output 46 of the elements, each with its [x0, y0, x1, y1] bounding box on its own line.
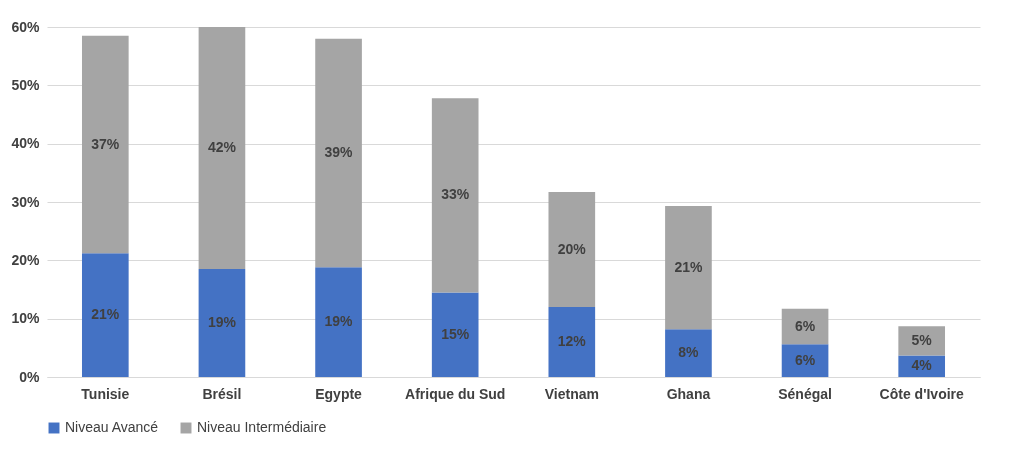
bar [431, 98, 479, 293]
bar [198, 27, 246, 270]
x-tick-label: Vietnam [544, 385, 599, 402]
data-label: 19% [324, 313, 354, 330]
data-label: 12% [557, 333, 587, 349]
y-tick-label: 50% [11, 76, 41, 93]
y-tick-label: 10% [11, 310, 41, 327]
bar [198, 269, 246, 377]
x-tick-label: Ghana [666, 385, 711, 402]
y-tick-label: 60% [11, 18, 41, 35]
data-label: 19% [207, 314, 237, 331]
bar [548, 307, 596, 377]
x-tick-label: Côte d'Ivoire [879, 385, 965, 402]
legend-label: Niveau Avancé [65, 419, 159, 435]
y-tick-label: 40% [11, 135, 41, 152]
data-label: 39% [324, 144, 354, 160]
bar [81, 253, 129, 377]
y-tick-label: 30% [11, 193, 41, 210]
bar [315, 38, 362, 268]
data-label: 42% [207, 139, 237, 156]
x-tick-label: Brésil [202, 385, 242, 402]
data-label: 8% [678, 344, 700, 361]
data-label: 6% [794, 317, 816, 334]
data-label: 4% [911, 357, 933, 374]
x-tick-label: Egypte [315, 385, 363, 402]
bar [81, 35, 129, 254]
data-label: 33% [441, 186, 470, 203]
bar [431, 292, 479, 377]
y-tick-label: 0% [19, 368, 41, 385]
bar [548, 192, 596, 307]
x-tick-label: Afrique du Sud [405, 385, 506, 402]
legend-label: Niveau Intermédiaire [197, 419, 327, 435]
y-tick-label: 20% [11, 251, 41, 268]
data-label: 15% [441, 325, 470, 342]
x-tick-label: Tunisie [81, 385, 130, 402]
x-tick-label: Sénégal [778, 385, 832, 402]
bar [781, 344, 829, 377]
bar [665, 329, 712, 377]
data-label: 21% [674, 258, 703, 275]
data-label: 6% [794, 351, 816, 368]
bar [665, 206, 712, 330]
data-label: 21% [91, 306, 120, 323]
data-label: 37% [91, 135, 120, 152]
bar [315, 267, 362, 377]
data-label: 20% [557, 240, 587, 257]
data-label: 5% [911, 331, 933, 348]
